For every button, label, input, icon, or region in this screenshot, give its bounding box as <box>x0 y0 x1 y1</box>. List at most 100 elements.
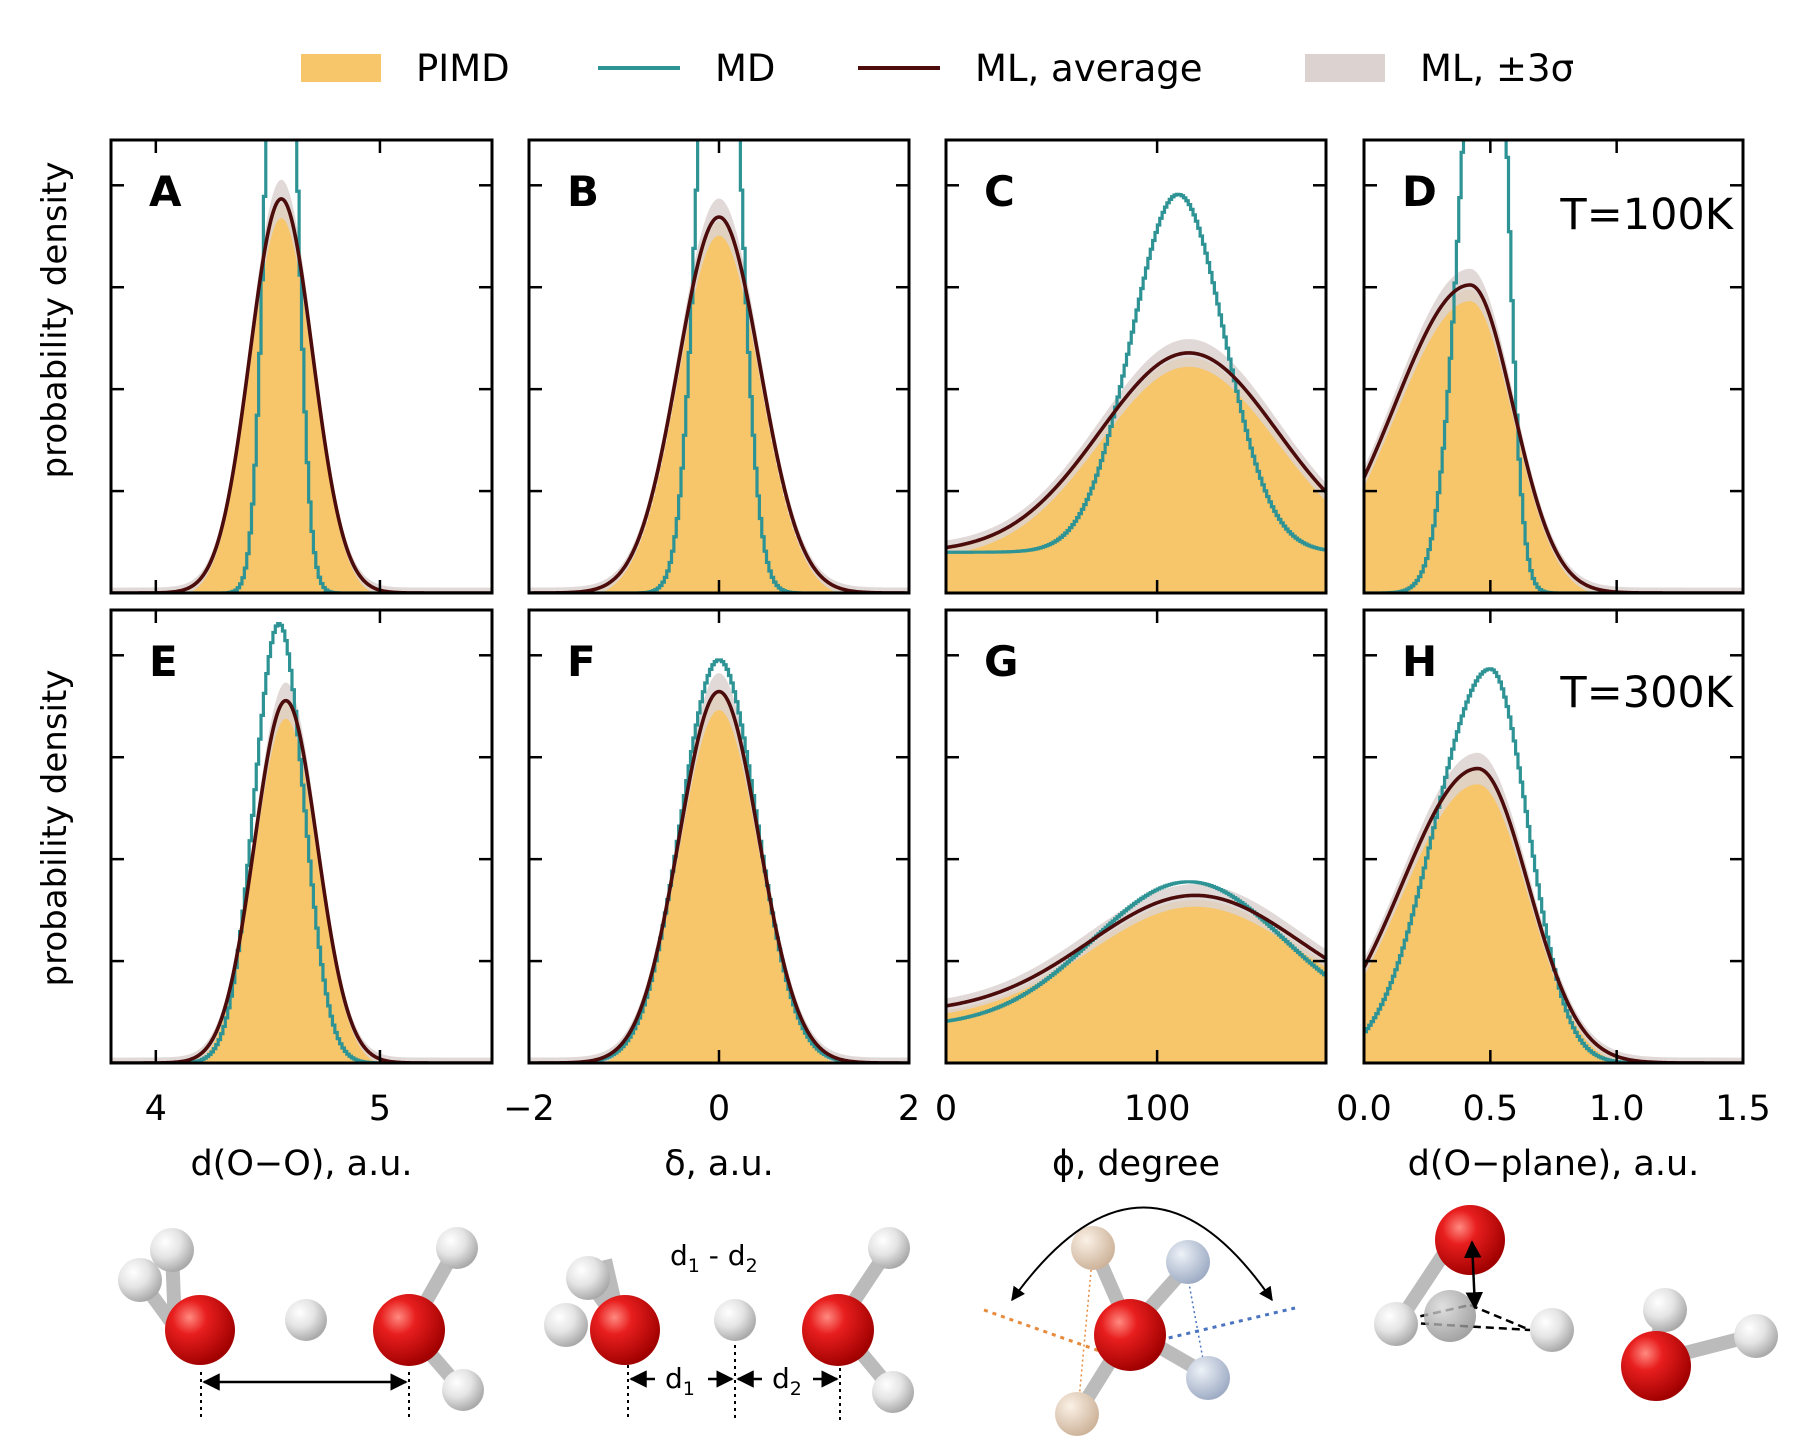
panel-G: G <box>944 608 1328 1065</box>
panel-D: D <box>1362 138 1745 595</box>
panel-frame <box>1362 138 1745 595</box>
panel-B: B <box>527 138 911 595</box>
x-tick-label: 0 <box>935 1089 957 1129</box>
pimd-histogram <box>1364 289 1743 593</box>
delta-label: d1 - d2 <box>670 1239 758 1277</box>
legend-label-pimd: PIMD <box>416 47 510 90</box>
h-atom <box>1186 1356 1230 1400</box>
panel-E: E <box>109 608 494 1065</box>
panel-letter-G: G <box>984 637 1018 686</box>
panel-frame <box>109 138 494 595</box>
diagram-oo-distance <box>118 1227 484 1420</box>
x-tick-label: 5 <box>369 1089 391 1129</box>
pimd-histogram <box>529 221 909 593</box>
h-atom <box>285 1299 327 1341</box>
o-atom <box>165 1295 235 1365</box>
h-atom <box>442 1369 484 1411</box>
h-atom <box>1530 1308 1574 1352</box>
h-atom <box>1071 1226 1115 1270</box>
o-atom <box>802 1294 874 1366</box>
x-tick-label: 100 <box>1124 1089 1191 1129</box>
ml-average-line <box>529 215 909 593</box>
h-atom <box>714 1299 756 1341</box>
ylabel-bottom: probability density <box>35 670 75 987</box>
ghost-o-atom <box>1424 1290 1476 1342</box>
panel-letter-F: F <box>567 637 596 686</box>
ml-average-line <box>946 893 1326 1008</box>
x-tick-label: 4 <box>145 1089 167 1129</box>
x-axis-label: d(O−O), a.u. <box>190 1144 412 1184</box>
h-atom <box>566 1256 610 1300</box>
panel-C: C <box>944 138 1328 595</box>
legend-label-ml: ML, average <box>975 47 1203 90</box>
x-tick-label: 0.5 <box>1462 1089 1518 1129</box>
panel-letter-E: E <box>149 637 178 686</box>
h-atom <box>436 1227 478 1269</box>
x-tick-label: 2 <box>898 1089 920 1129</box>
panel-A: A <box>109 138 494 595</box>
diagram-delta: d1 - d2 d1 d2 <box>544 1227 914 1420</box>
ml-average-line <box>946 351 1326 550</box>
panel-frame <box>944 138 1328 595</box>
pimd-histogram <box>111 700 492 1063</box>
x-axis-label: d(O−plane), a.u. <box>1408 1144 1700 1184</box>
h-atom <box>150 1228 194 1272</box>
pimd-histogram <box>1364 768 1743 1063</box>
x-tick-label: 0 <box>708 1089 730 1129</box>
h-atom <box>1374 1302 1418 1346</box>
legend: PIMD MD ML, average ML, ±3σ <box>301 47 1574 90</box>
panel-letter-A: A <box>149 167 182 216</box>
panel-letter-H: H <box>1402 637 1437 686</box>
diagram-o-plane <box>1374 1205 1778 1401</box>
o-plane-arrow <box>1463 1240 1484 1310</box>
x-tick-label: 1.5 <box>1715 1089 1771 1129</box>
temp-label-100k: T=100K <box>1559 190 1734 240</box>
o-atom <box>373 1294 445 1366</box>
phi-angle-arrow <box>1011 1206 1273 1302</box>
ylabel-top: probability density <box>35 162 75 479</box>
md-line <box>946 880 1326 1023</box>
pimd-histogram <box>529 691 909 1063</box>
panel-H: H <box>1362 608 1745 1065</box>
md-line <box>1364 140 1743 593</box>
o-atom <box>1435 1205 1505 1275</box>
panel-frame <box>1362 608 1745 1065</box>
o-atom <box>1094 1299 1166 1371</box>
panels: A B C D E F G H <box>109 138 1745 1065</box>
h-atom <box>118 1258 162 1302</box>
pimd-histogram <box>111 203 492 593</box>
x-axis-label: δ, a.u. <box>664 1144 774 1184</box>
panel-F: F <box>527 608 911 1065</box>
legend-label-md: MD <box>715 47 775 90</box>
legend-swatch-band <box>1305 54 1385 82</box>
x-axis-label: ϕ, degree <box>1052 1144 1220 1184</box>
md-line <box>946 192 1326 554</box>
ml-average-line <box>529 689 909 1063</box>
panel-letter-D: D <box>1402 167 1437 216</box>
d2-label: d2 <box>772 1362 802 1400</box>
panel-letter-C: C <box>984 167 1015 216</box>
h-atom <box>872 1371 914 1413</box>
h-atom <box>544 1303 588 1347</box>
x-tick-label: −2 <box>503 1089 555 1129</box>
ml-uncertainty-band <box>946 884 1326 1014</box>
d1-label: d1 <box>665 1362 695 1400</box>
legend-swatch-pimd <box>301 54 381 82</box>
h-atom <box>1734 1314 1778 1358</box>
h-atom <box>1643 1288 1687 1332</box>
o-atom <box>590 1295 660 1365</box>
panel-frame <box>944 608 1328 1065</box>
o-atom <box>1621 1331 1691 1401</box>
legend-label-band: ML, ±3σ <box>1420 47 1574 90</box>
h-atom <box>1055 1392 1099 1436</box>
panel-frame <box>109 608 494 1065</box>
pimd-histogram <box>946 899 1326 1063</box>
x-tick-label: 1.0 <box>1589 1089 1645 1129</box>
pimd-histogram <box>946 357 1326 593</box>
x-tick-label: 0.0 <box>1336 1089 1392 1129</box>
temp-label-300k: T=300K <box>1559 668 1734 718</box>
h-atom <box>1166 1240 1210 1284</box>
diagram-phi <box>983 1206 1296 1436</box>
